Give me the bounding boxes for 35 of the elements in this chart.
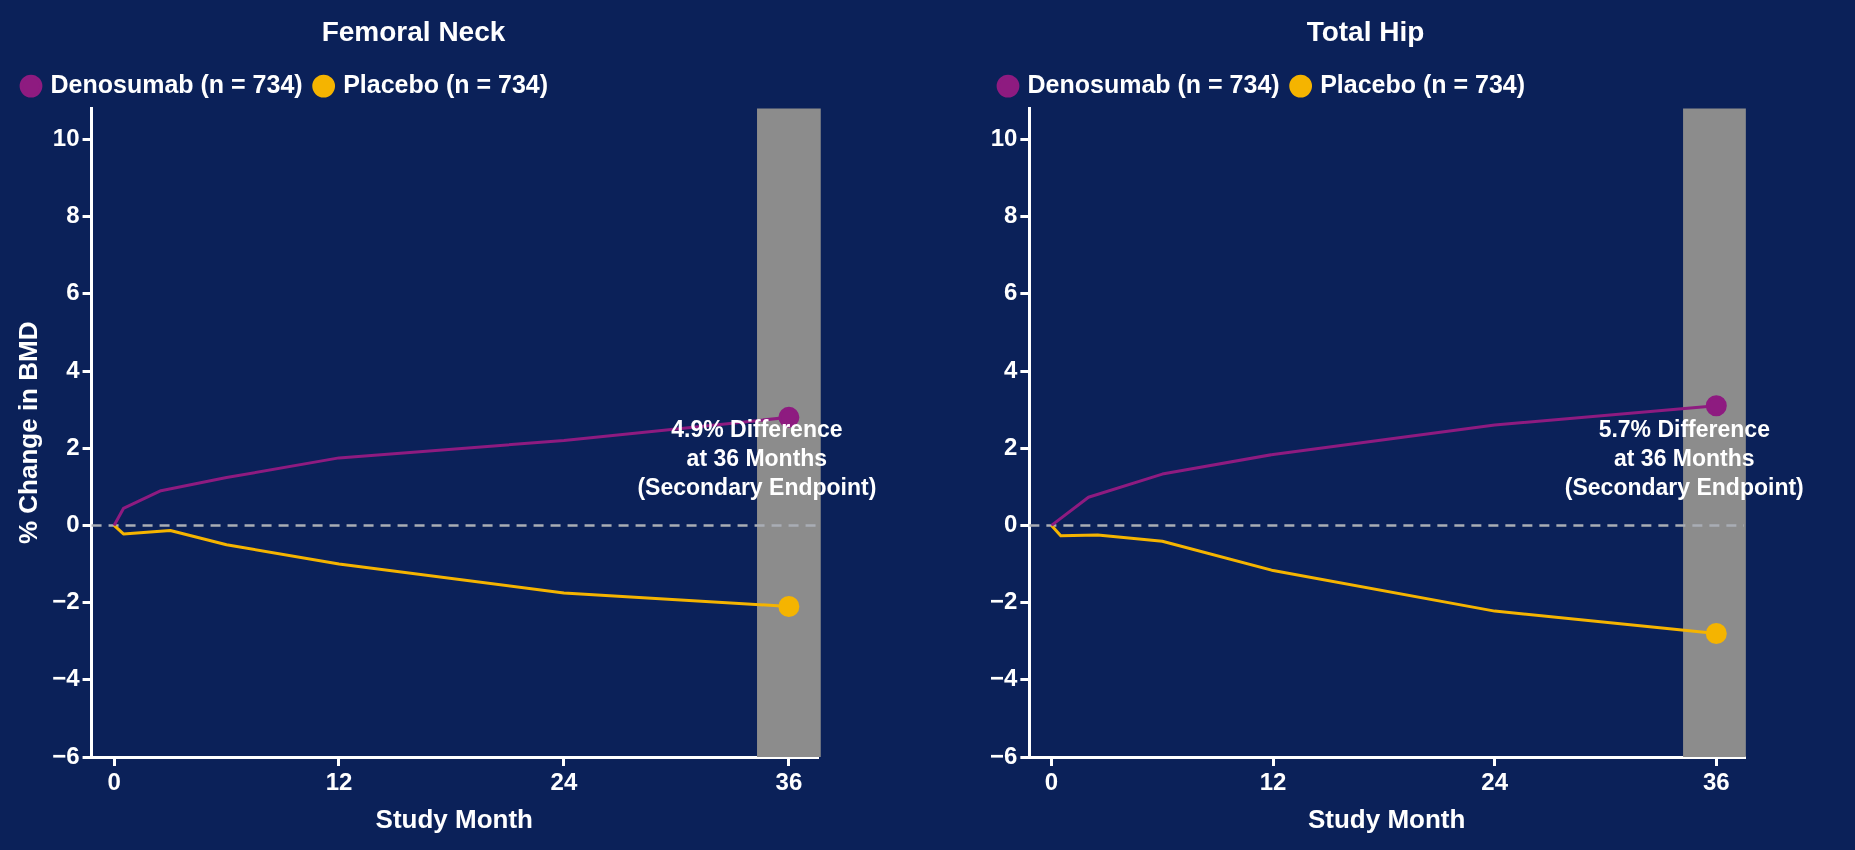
y-axis-title: % Change in BMD: [12, 321, 43, 545]
chart-title: Femoral Neck: [321, 15, 506, 47]
y-tick-label: −2: [989, 587, 1018, 615]
y-tick-label: −4: [989, 664, 1018, 692]
y-tick-label: 8: [66, 201, 80, 229]
legend-label: Placebo (n = 734): [1320, 69, 1526, 98]
x-tick-label: 12: [325, 768, 353, 796]
y-tick-label: 0: [66, 510, 80, 538]
x-tick-label: 0: [107, 768, 121, 796]
x-tick-label: 0: [1044, 768, 1059, 796]
y-tick-label: 10: [990, 124, 1018, 152]
y-tick-label: 10: [52, 124, 80, 152]
y-tick-label: 4: [66, 355, 81, 383]
x-axis-title: Study Month: [1307, 803, 1466, 834]
y-tick-label: −2: [52, 587, 80, 615]
legend-label: Placebo (n = 734): [343, 69, 549, 98]
y-tick-label: 0: [1004, 510, 1018, 538]
y-tick-label: 6: [66, 278, 80, 306]
y-tick-label: 8: [1004, 201, 1018, 229]
y-tick-label: 2: [66, 432, 80, 460]
x-tick-label: 12: [1259, 768, 1287, 796]
chart-title: Total Hip: [1306, 15, 1425, 47]
y-tick-label: −6: [989, 741, 1018, 769]
x-tick-label: 24: [1481, 768, 1509, 796]
y-tick-label: −4: [52, 664, 81, 692]
x-tick-label: 36: [775, 768, 803, 796]
x-tick-label: 24: [550, 768, 578, 796]
y-tick-label: 2: [1004, 432, 1018, 460]
x-tick-label: 36: [1702, 768, 1730, 796]
y-tick-label: 4: [1004, 355, 1018, 383]
legend-label: Denosumab (n = 734): [50, 69, 303, 98]
y-tick-label: 6: [1004, 278, 1018, 306]
legend-label: Denosumab (n = 734): [1027, 69, 1280, 98]
x-axis-title: Study Month: [375, 803, 533, 834]
y-tick-label: −6: [52, 741, 80, 769]
